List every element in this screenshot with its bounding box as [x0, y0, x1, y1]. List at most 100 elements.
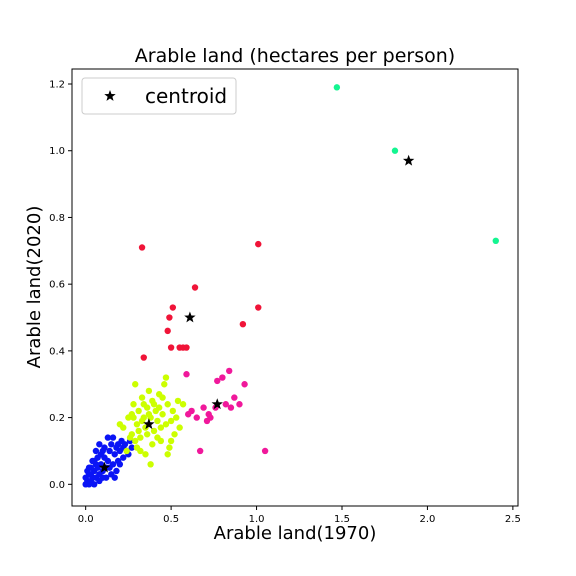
- cluster-1-point: [104, 457, 112, 465]
- legend-box: [81, 77, 237, 115]
- cluster-4-point: [169, 304, 177, 311]
- cluster-2-point: [176, 424, 183, 431]
- cluster-2-point: [167, 417, 175, 425]
- plot-area-frame: [71, 68, 519, 507]
- cluster-1-point: [104, 434, 112, 441]
- cluster-2-point: [167, 437, 175, 445]
- y-tick-label: 0.6: [49, 280, 65, 291]
- cluster-2-point: [145, 411, 153, 418]
- cluster-2-point: [138, 394, 146, 401]
- cluster-1-point: [91, 481, 98, 488]
- cluster-2-point: [123, 447, 130, 455]
- cluster-2-point: [164, 451, 171, 458]
- cluster-2-point: [130, 401, 137, 408]
- cluster-4-point: [255, 240, 262, 248]
- cluster-2-point: [164, 401, 171, 408]
- cluster-2-point: [157, 424, 165, 431]
- cluster-2-point: [133, 421, 141, 428]
- cluster-1-point: [96, 441, 103, 448]
- cluster-4-point: [239, 320, 247, 328]
- cluster-3-point: [205, 411, 212, 418]
- cluster-4-point: [166, 314, 173, 321]
- cluster-1-point: [116, 461, 124, 468]
- centroid-star-marker: [184, 311, 196, 323]
- cluster-1-point: [109, 434, 117, 441]
- cluster-2-point: [150, 427, 158, 435]
- cluster-1-point: [92, 461, 100, 468]
- x-tick-label: 0.5: [163, 514, 179, 525]
- y-tick-label: 1.2: [49, 80, 65, 91]
- cluster-3-point: [193, 414, 200, 421]
- cluster-3-point: [241, 381, 248, 388]
- cluster-4-point: [140, 354, 147, 361]
- cluster-1-point: [101, 444, 108, 451]
- cluster-2-point: [179, 401, 187, 408]
- cluster-3-point: [236, 401, 243, 408]
- cluster-1-point: [106, 447, 113, 455]
- cluster-2-point: [132, 381, 139, 388]
- cluster-2-point: [149, 441, 156, 448]
- x-tick-label: 1.0: [249, 514, 265, 525]
- cluster-2-point: [142, 451, 149, 458]
- cluster-3-point: [227, 404, 235, 411]
- y-tick-label: 0.2: [49, 413, 65, 424]
- cluster-3-point: [261, 447, 269, 455]
- cluster-2-point: [159, 411, 166, 418]
- x-tick-label: 2.0: [419, 514, 435, 525]
- x-tick-label: 2.5: [505, 514, 521, 525]
- x-tick-label: 0.0: [78, 514, 94, 525]
- cluster-2-point: [137, 434, 144, 441]
- cluster-4-point: [164, 327, 171, 335]
- centroid-star-marker: [98, 461, 111, 473]
- centroid-star-marker: [402, 154, 415, 166]
- y-tick-label: 0.0: [49, 480, 65, 491]
- cluster-4-point: [183, 344, 190, 351]
- cluster-3-point: [231, 394, 238, 401]
- cluster-5-point: [492, 237, 499, 244]
- cluster-2-point: [145, 387, 153, 395]
- y-tick-label: 1.0: [49, 146, 65, 157]
- cluster-5-point: [391, 147, 399, 154]
- cluster-1-point: [97, 451, 105, 458]
- cluster-2-point: [166, 444, 173, 451]
- cluster-1-point: [120, 454, 127, 461]
- cluster-1-point: [113, 467, 120, 475]
- y-tick-label: 0.4: [49, 346, 65, 357]
- y-tick-label: 0.8: [49, 213, 65, 224]
- cluster-4-point: [255, 304, 262, 311]
- centroids-layer: [98, 154, 415, 473]
- x-tick-label: 1.5: [334, 514, 350, 525]
- cluster-2-point: [128, 411, 136, 418]
- legend-star-marker: [104, 90, 116, 101]
- cluster-2-point: [116, 421, 124, 428]
- cluster-4-point: [138, 244, 146, 251]
- cluster-2-point: [169, 407, 177, 415]
- legend-star-icon: [104, 90, 116, 101]
- cluster-3-point: [183, 371, 190, 378]
- cluster-2-point: [155, 404, 163, 411]
- cluster-4-point: [167, 344, 175, 351]
- cluster-2-point: [159, 394, 166, 401]
- x-axis-ticks: 0.0 0.5 1.0 1.5 2.0 2.5: [78, 506, 521, 525]
- cluster-1-point: [108, 441, 115, 448]
- cluster-2-point: [162, 421, 170, 428]
- cluster-2-point: [143, 431, 151, 438]
- cluster-2-point: [147, 461, 154, 468]
- cluster-1-point: [128, 444, 136, 451]
- cluster-5-point: [333, 84, 341, 91]
- cluster-3-point: [222, 401, 229, 408]
- cluster-1-point: [114, 441, 122, 448]
- cluster-2-point: [154, 434, 161, 441]
- cluster-4-point: [191, 284, 199, 291]
- cluster-2-point: [135, 427, 142, 435]
- cluster-3-point: [214, 377, 221, 385]
- x-axis-title: Arable land(1970): [214, 523, 377, 544]
- cluster-3-point: [226, 367, 233, 375]
- cluster-2-point: [173, 414, 180, 421]
- legend-label-centroid: centroid: [145, 84, 227, 108]
- cluster-2-point: [140, 401, 147, 408]
- cluster-2-point: [135, 407, 142, 415]
- cluster-3-point: [185, 411, 192, 418]
- cluster-1-point: [96, 477, 103, 485]
